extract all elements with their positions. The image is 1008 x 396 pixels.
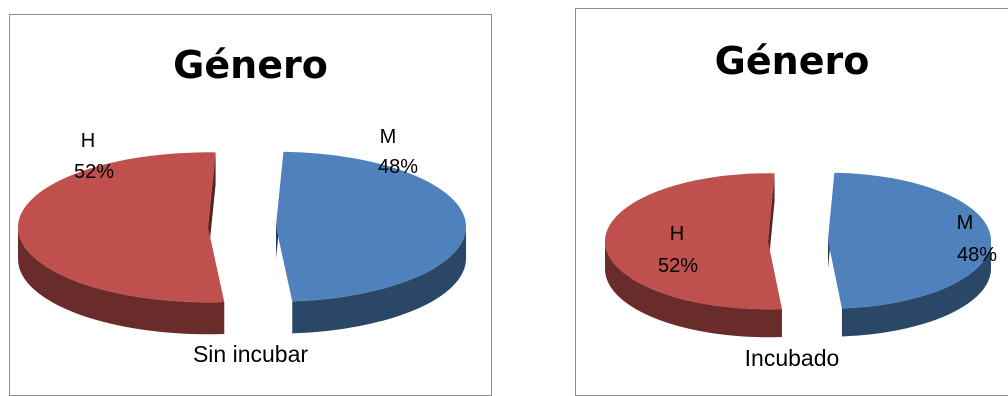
slice-percent-h: 52% [74,161,114,183]
pie-plot: M 48% H 52% [10,15,491,395]
chart-caption: Incubado [576,345,1008,372]
pie-chart-sin-incubar: Género M 48% H 52% Sin incubar [9,14,492,396]
slice-label-h: H [81,130,95,152]
slice-percent-m: 48% [378,156,418,178]
pie-slice-m [276,152,466,334]
chart-caption: Sin incubar [10,341,491,368]
slice-percent-h: 52% [658,255,698,277]
pie-slice-h [18,152,224,334]
slice-percent-m: 48% [957,244,997,266]
slice-label-m: M [380,126,397,148]
pie-plot: M 48% H 52% [576,9,1008,395]
pie-chart-incubado: Género M 48% H 52% Incubado [575,8,1008,396]
slice-label-m: M [957,212,974,234]
slice-label-h: H [670,223,684,245]
